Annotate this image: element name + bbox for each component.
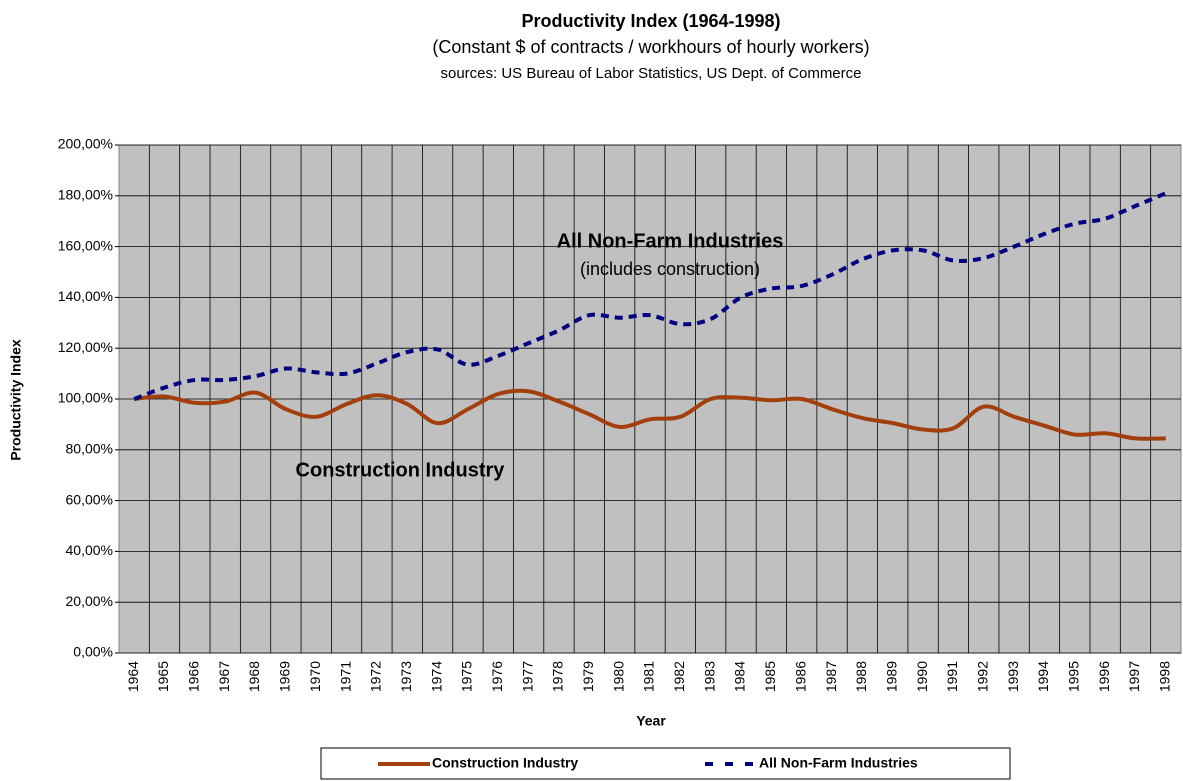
x-tick-label: 1991: [944, 661, 960, 692]
x-tick-label: 1992: [974, 661, 990, 692]
x-tick-label: 1986: [792, 661, 808, 692]
x-axis-label: Year: [636, 713, 666, 729]
chart-title: Productivity Index (1964-1998): [521, 11, 780, 31]
y-tick-label: 120,00%: [58, 339, 113, 355]
y-tick-label: 0,00%: [73, 644, 113, 660]
x-tick-label: 1978: [550, 661, 566, 692]
x-tick-label: 1974: [428, 661, 444, 692]
series-line: [133, 191, 1167, 401]
x-tick-label: 1968: [246, 661, 262, 692]
x-tick-label: 1970: [307, 661, 323, 692]
y-tick-label: 180,00%: [58, 187, 113, 203]
x-tick-label: 1981: [641, 661, 657, 692]
y-tick-label: 160,00%: [58, 237, 113, 253]
x-tick-label: 1975: [459, 661, 475, 692]
legend-box: [320, 747, 1011, 780]
x-tick-label: 1976: [489, 661, 505, 692]
x-tick-label: 1979: [580, 661, 596, 692]
annotation: (includes construction): [580, 259, 760, 279]
x-tick-label: 1997: [1126, 661, 1142, 692]
y-tick-label: 200,00%: [58, 136, 113, 152]
x-tick-label: 1971: [337, 661, 353, 692]
x-tick-label: 1980: [610, 661, 626, 692]
x-tick-label: 1998: [1157, 661, 1173, 692]
x-tick-label: 1977: [519, 661, 535, 692]
annotation: All Non-Farm Industries: [557, 230, 784, 252]
legend-label: All Non-Farm Industries: [759, 755, 918, 771]
x-tick-label: 1985: [762, 661, 778, 692]
y-axis-label: Productivity Index: [8, 339, 24, 461]
x-tick-label: 1994: [1035, 661, 1051, 692]
x-tick-label: 1995: [1066, 661, 1082, 692]
annotation: Construction Industry: [296, 459, 506, 481]
x-tick-label: 1988: [853, 661, 869, 692]
chart-source: sources: US Bureau of Labor Statistics, …: [440, 65, 861, 82]
x-tick-label: 1987: [823, 661, 839, 692]
y-tick-label: 80,00%: [66, 441, 113, 457]
x-tick-label: 1996: [1096, 661, 1112, 692]
x-tick-label: 1964: [125, 661, 141, 692]
x-tick-label: 1982: [671, 661, 687, 692]
x-tick-label: 1965: [155, 661, 171, 692]
x-tick-label: 1984: [732, 661, 748, 692]
chart-subtitle: (Constant $ of contracts / workhours of …: [432, 37, 869, 57]
x-tick-label: 1972: [368, 661, 384, 692]
x-tick-label: 1993: [1005, 661, 1021, 692]
legend-label: Construction Industry: [432, 755, 578, 771]
x-tick-label: 1983: [701, 661, 717, 692]
x-tick-label: 1989: [883, 661, 899, 692]
x-tick-label: 1990: [914, 661, 930, 692]
x-tick-label: 1967: [216, 661, 232, 692]
x-tick-label: 1969: [277, 661, 293, 692]
y-tick-label: 100,00%: [58, 390, 113, 406]
x-tick-label: 1973: [398, 661, 414, 692]
series-line: [133, 388, 1166, 441]
y-tick-label: 140,00%: [58, 288, 113, 304]
y-tick-label: 40,00%: [66, 542, 113, 558]
y-tick-label: 60,00%: [66, 491, 113, 507]
y-tick-label: 20,00%: [66, 593, 113, 609]
x-tick-label: 1966: [186, 661, 202, 692]
